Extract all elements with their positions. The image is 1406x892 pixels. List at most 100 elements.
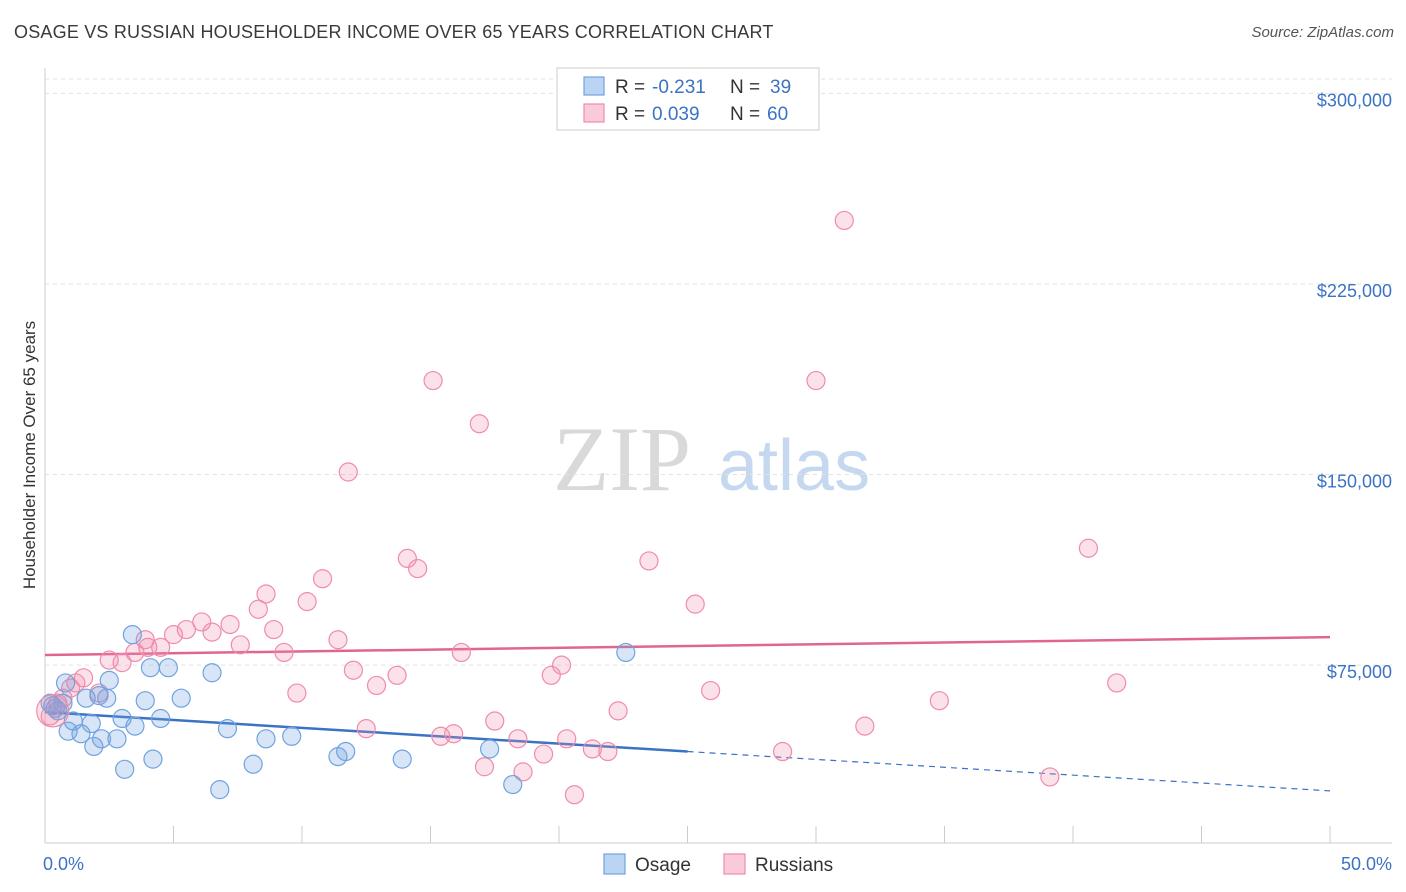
- russians-point: [469, 414, 489, 434]
- russians-point: [444, 724, 464, 744]
- russians-point: [248, 599, 268, 619]
- osage-point: [97, 688, 117, 708]
- legend-r-label-russians: R =: [615, 104, 645, 125]
- osage-point: [392, 749, 412, 769]
- russians-point: [356, 719, 376, 739]
- russians-point: [533, 744, 554, 764]
- osage-point: [91, 729, 112, 749]
- osage-point: [84, 736, 104, 757]
- russians-point: [73, 668, 94, 688]
- osage-trend-extension: [687, 750, 1331, 792]
- y-tick-label: $225,000: [1317, 281, 1392, 301]
- stats-legend: R = -0.231 N = 39 R = 0.039 N = 60: [556, 67, 820, 131]
- legend-n-label-russians: N =: [730, 104, 760, 125]
- russians-point: [264, 619, 284, 640]
- russians-point: [61, 678, 81, 698]
- y-tick-label: $300,000: [1317, 90, 1392, 110]
- chart-title: OSAGE VS RUSSIAN HOUSEHOLDER INCOME OVER…: [14, 22, 774, 42]
- russians-point: [274, 642, 294, 663]
- osage-point: [125, 716, 145, 736]
- russians-point: [163, 625, 184, 645]
- osage-point: [135, 691, 155, 711]
- russians-point: [328, 630, 348, 650]
- russians-point: [202, 622, 222, 642]
- osage-point: [503, 774, 523, 795]
- russians-point: [485, 711, 505, 731]
- legend-r-value-osage: -0.231: [652, 77, 706, 98]
- osage-point: [217, 719, 238, 739]
- russians-point: [855, 716, 875, 736]
- legend-n-label-osage: N =: [730, 77, 760, 98]
- y-tick-label: $150,000: [1317, 472, 1392, 492]
- osage-point: [282, 726, 302, 746]
- russians-point: [1040, 767, 1060, 787]
- russians-point: [598, 741, 618, 762]
- russians-point: [387, 665, 407, 685]
- russians-point: [806, 370, 826, 391]
- bottom-legend-label-russians: Russians: [755, 855, 833, 876]
- osage-point: [616, 642, 636, 663]
- russians-point: [256, 584, 276, 604]
- bottom-legend-swatch-osage: [603, 853, 626, 875]
- osage-point: [40, 693, 60, 713]
- russians-point: [451, 642, 471, 663]
- russians-point: [541, 665, 561, 685]
- osage-point: [81, 713, 101, 734]
- russians-point: [772, 741, 793, 762]
- russians-point: [685, 594, 705, 614]
- russians-point: [343, 660, 363, 680]
- russians-point: [557, 729, 577, 749]
- legend-n-value-russians: 60: [767, 104, 788, 125]
- osage-point: [107, 729, 127, 749]
- russians-point: [366, 675, 387, 696]
- osage-point: [202, 663, 222, 683]
- osage-point: [158, 658, 178, 678]
- russians-point-cluster: [36, 694, 70, 728]
- data-points: [36, 210, 1127, 805]
- osage-point: [151, 708, 171, 729]
- osage-point: [336, 741, 356, 762]
- x-tick-label-min: 0.0%: [43, 854, 84, 874]
- osage-point: [256, 729, 276, 749]
- russians-point: [297, 592, 317, 612]
- russians-point: [639, 551, 659, 571]
- legend-n-value-osage: 39: [770, 77, 791, 98]
- bottom-legend-swatch-russians: [723, 853, 746, 875]
- russians-point: [176, 619, 196, 640]
- osage-point: [115, 759, 135, 779]
- russians-point: [192, 612, 212, 632]
- osage-point: [140, 658, 160, 678]
- russians-point: [834, 210, 854, 231]
- russians-point: [423, 370, 443, 391]
- russians-point: [408, 558, 428, 579]
- watermark-zip: ZIP: [553, 408, 691, 510]
- legend-swatch-osage: [583, 76, 605, 96]
- osage-point: [243, 754, 263, 774]
- y-tick-label: $75,000: [1327, 662, 1392, 682]
- axes: $75,000 $150,000 $225,000 $300,000 0.0% 50.0%: [43, 68, 1392, 874]
- russians-point: [508, 729, 528, 749]
- osage-point: [55, 673, 76, 693]
- russians-trend-line: [44, 635, 1331, 657]
- russians-point: [929, 691, 949, 711]
- osage-point: [122, 625, 142, 645]
- russians-point: [220, 614, 240, 635]
- russians-point: [701, 680, 721, 701]
- russians-point: [135, 630, 155, 650]
- bottom-legend-label-osage: Osage: [635, 855, 691, 876]
- source-label: Source: ZipAtlas.com: [1251, 24, 1394, 41]
- russians-point: [564, 785, 585, 805]
- osage-point: [71, 724, 91, 744]
- osage-point: [143, 749, 163, 769]
- osage-point: [99, 670, 119, 690]
- russians-point: [608, 701, 628, 721]
- russians-point: [397, 548, 417, 569]
- russians-point: [112, 652, 132, 673]
- legend-swatch-russians: [583, 103, 605, 123]
- russians-point: [551, 655, 572, 675]
- osage-point: [171, 688, 191, 708]
- russians-point: [1078, 538, 1099, 558]
- russians-point: [582, 739, 603, 759]
- grid-lines: [45, 78, 1392, 666]
